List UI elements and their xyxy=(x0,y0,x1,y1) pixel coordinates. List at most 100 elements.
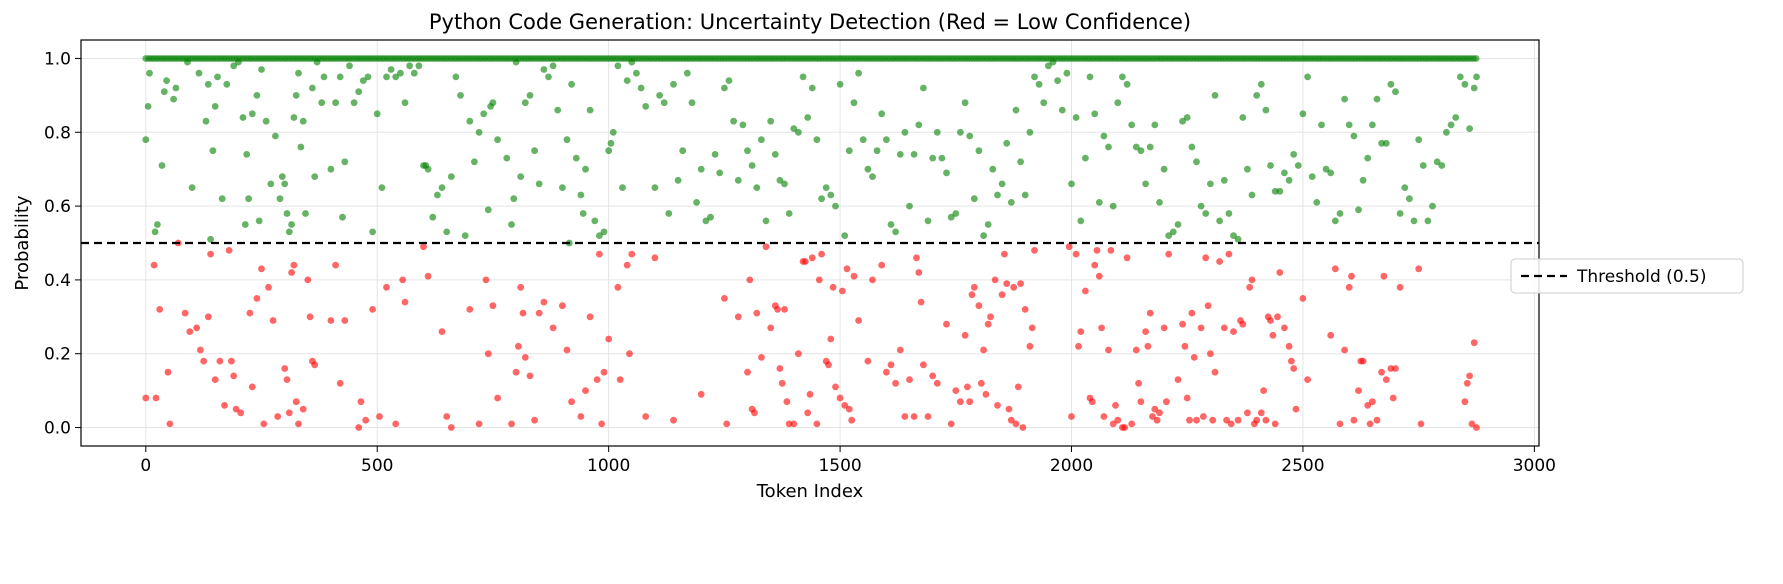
low-confidence-point xyxy=(1028,324,1036,332)
high-confidence-point xyxy=(609,128,617,136)
high-confidence-point xyxy=(1433,158,1441,166)
low-confidence-point xyxy=(1149,413,1156,420)
y-tick-label: 0.0 xyxy=(44,419,71,439)
high-confidence-point xyxy=(1355,206,1362,214)
high-confidence-point xyxy=(1387,80,1395,88)
high-confidence-point xyxy=(693,199,700,206)
high-confidence-point xyxy=(1151,121,1159,129)
low-confidence-point xyxy=(232,405,240,413)
high-confidence-point xyxy=(1415,136,1423,144)
high-confidence-point xyxy=(350,99,358,107)
low-confidence-point xyxy=(878,261,886,269)
low-confidence-point xyxy=(670,416,677,424)
high-confidence-point xyxy=(827,191,835,199)
high-confidence-point xyxy=(484,206,492,214)
high-confidence-point xyxy=(952,210,960,217)
low-confidence-point xyxy=(1202,254,1210,262)
high-confidence-point xyxy=(1105,143,1112,151)
low-confidence-point xyxy=(288,269,295,276)
high-confidence-point xyxy=(961,99,969,107)
low-confidence-point xyxy=(1112,402,1119,409)
low-confidence-point xyxy=(767,324,775,332)
high-confidence-point xyxy=(924,217,932,225)
high-confidence-point xyxy=(1472,55,1480,62)
low-confidence-point xyxy=(281,365,289,372)
low-confidence-point xyxy=(790,420,798,428)
high-confidence-point xyxy=(577,191,585,199)
high-confidence-point xyxy=(1183,114,1191,121)
high-confidence-point xyxy=(1392,88,1399,96)
low-confidence-point xyxy=(216,357,224,365)
low-confidence-point xyxy=(961,331,969,339)
high-confidence-point xyxy=(771,151,779,158)
low-confidence-point xyxy=(781,306,788,313)
high-confidence-point xyxy=(1216,217,1223,225)
low-confidence-point xyxy=(952,387,960,394)
high-confidence-point xyxy=(297,143,305,151)
low-confidence-point xyxy=(1223,416,1230,424)
high-confidence-point xyxy=(623,77,631,84)
high-confidence-point xyxy=(1026,128,1034,136)
high-confidence-point xyxy=(994,191,1001,199)
high-confidence-point xyxy=(822,184,830,192)
low-confidence-point xyxy=(1179,320,1186,328)
high-confidence-point xyxy=(1100,132,1108,140)
low-confidence-point xyxy=(156,306,164,313)
high-confidence-point xyxy=(734,176,742,184)
low-confidence-point xyxy=(1100,413,1108,420)
high-confidence-point xyxy=(1095,199,1103,206)
high-confidence-point xyxy=(980,232,987,240)
low-confidence-point xyxy=(1007,416,1015,424)
high-confidence-point xyxy=(248,110,256,118)
low-confidence-point xyxy=(991,276,999,284)
high-confidence-point xyxy=(1063,69,1071,77)
low-confidence-point xyxy=(283,376,291,383)
high-confidence-point xyxy=(535,180,543,188)
low-confidence-point xyxy=(1468,420,1476,428)
low-confidence-point xyxy=(1285,342,1293,350)
high-confidence-point xyxy=(1276,187,1284,195)
high-confidence-point xyxy=(202,117,210,125)
y-tick-label: 0.4 xyxy=(44,271,71,291)
low-confidence-point xyxy=(166,420,174,428)
high-confidence-point xyxy=(554,106,562,114)
low-confidence-point xyxy=(197,346,204,354)
high-confidence-point xyxy=(211,103,219,110)
low-confidence-point xyxy=(1160,324,1168,332)
low-confidence-point xyxy=(1144,342,1152,350)
low-confidence-point xyxy=(1355,387,1362,394)
high-confidence-point xyxy=(318,99,326,107)
high-confidence-point xyxy=(1058,106,1066,114)
x-tick-label: 3000 xyxy=(1513,456,1556,476)
high-confidence-point xyxy=(327,165,335,173)
low-confidence-point xyxy=(839,287,846,295)
low-confidence-point xyxy=(1350,416,1358,424)
low-confidence-point xyxy=(815,276,823,284)
low-confidence-point xyxy=(577,413,585,420)
low-confidence-point xyxy=(913,254,920,262)
high-confidence-point xyxy=(1156,199,1163,206)
low-confidence-point xyxy=(1461,398,1469,406)
high-confidence-point xyxy=(1290,151,1298,158)
x-tick-label: 0 xyxy=(140,456,151,476)
low-confidence-point xyxy=(549,324,557,332)
high-confidence-point xyxy=(1466,125,1473,132)
low-confidence-point xyxy=(980,346,987,354)
high-confidence-point xyxy=(1142,180,1149,188)
high-confidence-point xyxy=(776,176,784,184)
high-confidence-point xyxy=(292,92,300,99)
low-confidence-point xyxy=(917,298,925,306)
y-tick-label: 0.2 xyxy=(44,345,71,365)
high-confidence-point xyxy=(579,210,587,217)
high-confidence-point xyxy=(540,66,548,73)
x-tick-label: 2000 xyxy=(1050,456,1093,476)
low-confidence-point xyxy=(269,317,277,324)
low-confidence-point xyxy=(1290,365,1298,372)
low-confidence-point xyxy=(424,272,432,280)
low-confidence-point xyxy=(841,402,849,409)
low-confidence-point xyxy=(1014,383,1022,391)
low-confidence-point xyxy=(1470,339,1478,347)
low-confidence-point xyxy=(1389,394,1397,402)
high-confidence-point xyxy=(429,213,437,221)
